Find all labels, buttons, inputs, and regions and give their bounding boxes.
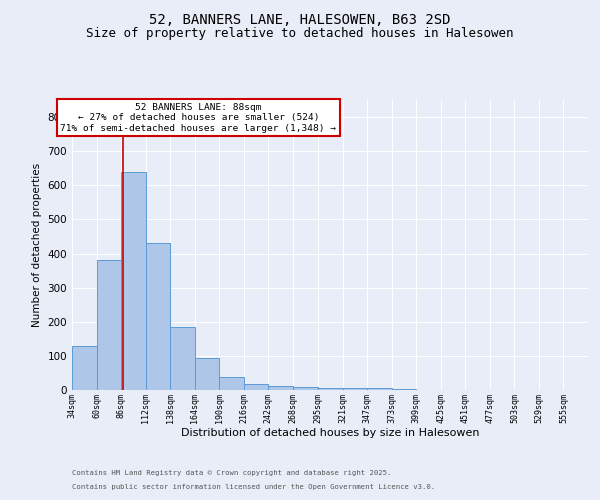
Bar — [121, 172, 146, 390]
X-axis label: Distribution of detached houses by size in Halesowen: Distribution of detached houses by size … — [181, 428, 479, 438]
Bar — [97, 260, 121, 390]
Text: 52 BANNERS LANE: 88sqm
← 27% of detached houses are smaller (524)
71% of semi-de: 52 BANNERS LANE: 88sqm ← 27% of detached… — [61, 103, 337, 132]
Bar — [268, 386, 293, 390]
Bar — [219, 377, 244, 390]
Bar — [343, 388, 367, 390]
Text: Contains public sector information licensed under the Open Government Licence v3: Contains public sector information licen… — [72, 484, 435, 490]
Bar — [244, 384, 268, 390]
Bar — [194, 358, 219, 390]
Bar — [170, 327, 194, 390]
Bar — [146, 244, 170, 390]
Bar — [293, 388, 318, 390]
Bar — [367, 388, 392, 390]
Text: Contains HM Land Registry data © Crown copyright and database right 2025.: Contains HM Land Registry data © Crown c… — [72, 470, 391, 476]
Text: Size of property relative to detached houses in Halesowen: Size of property relative to detached ho… — [86, 28, 514, 40]
Text: 52, BANNERS LANE, HALESOWEN, B63 2SD: 52, BANNERS LANE, HALESOWEN, B63 2SD — [149, 12, 451, 26]
Bar — [318, 388, 343, 390]
Bar — [72, 346, 97, 390]
Y-axis label: Number of detached properties: Number of detached properties — [32, 163, 42, 327]
